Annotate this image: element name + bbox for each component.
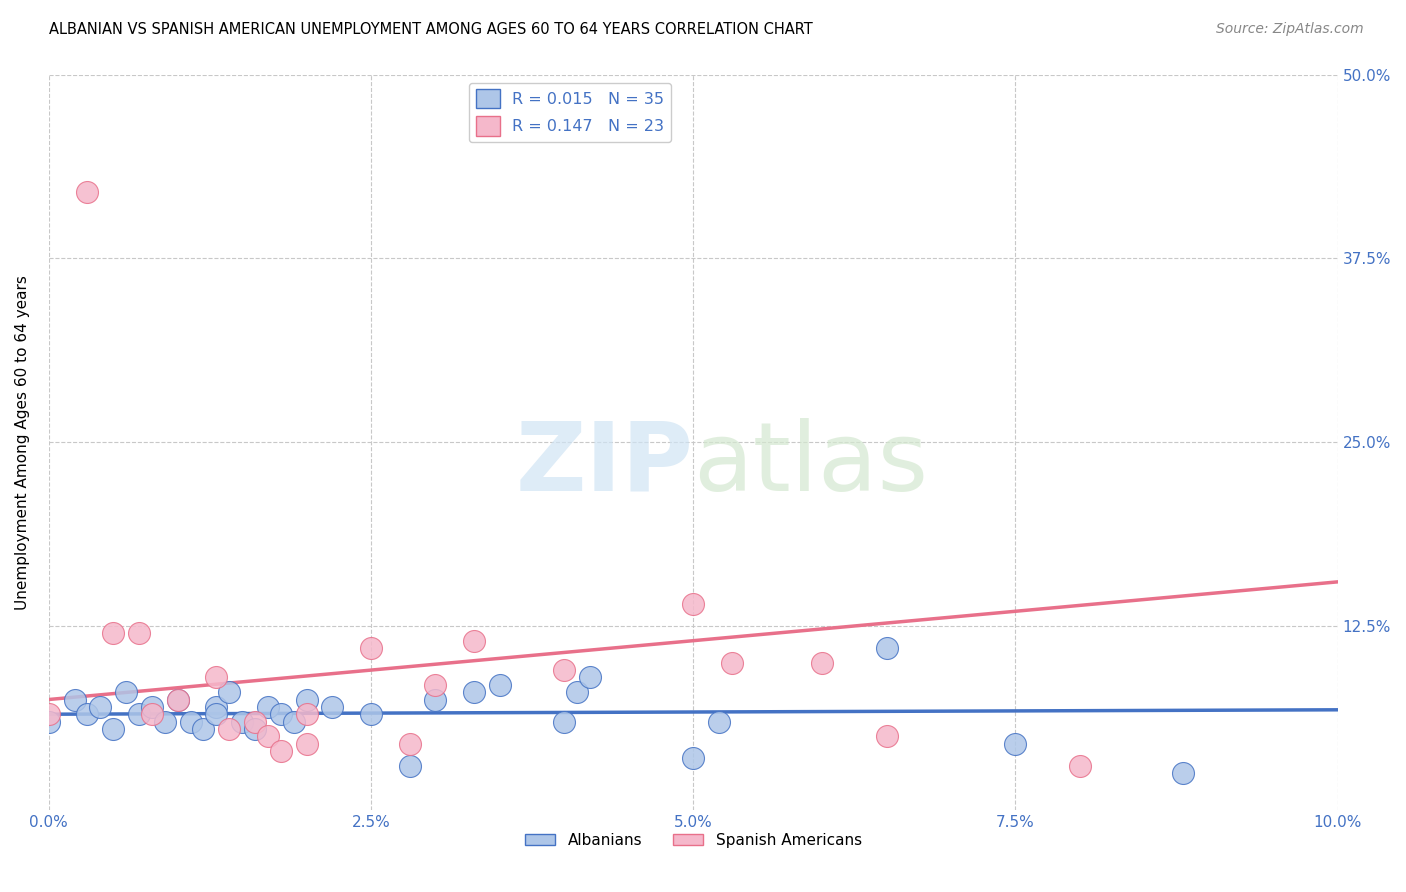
Point — [243, 714, 266, 729]
Point — [193, 722, 215, 736]
Legend: Albanians, Spanish Americans: Albanians, Spanish Americans — [519, 826, 868, 854]
Point — [463, 685, 485, 699]
Point — [76, 185, 98, 199]
Point — [721, 656, 744, 670]
Point — [166, 692, 188, 706]
Point — [425, 678, 447, 692]
Point — [682, 597, 704, 611]
Point — [231, 714, 253, 729]
Point — [180, 714, 202, 729]
Point — [553, 663, 575, 677]
Point — [128, 626, 150, 640]
Point — [89, 699, 111, 714]
Point — [398, 737, 420, 751]
Point — [205, 699, 228, 714]
Point — [682, 751, 704, 765]
Point — [115, 685, 138, 699]
Point — [128, 707, 150, 722]
Point — [166, 692, 188, 706]
Point — [270, 707, 292, 722]
Point — [218, 722, 240, 736]
Point — [1171, 766, 1194, 780]
Point — [425, 692, 447, 706]
Point — [141, 699, 163, 714]
Text: Source: ZipAtlas.com: Source: ZipAtlas.com — [1216, 22, 1364, 37]
Point — [579, 670, 602, 684]
Point — [63, 692, 86, 706]
Text: ALBANIAN VS SPANISH AMERICAN UNEMPLOYMENT AMONG AGES 60 TO 64 YEARS CORRELATION : ALBANIAN VS SPANISH AMERICAN UNEMPLOYMEN… — [49, 22, 813, 37]
Point — [707, 714, 730, 729]
Point — [257, 699, 280, 714]
Point — [360, 707, 382, 722]
Point — [76, 707, 98, 722]
Point — [463, 633, 485, 648]
Point — [103, 722, 125, 736]
Point — [360, 641, 382, 656]
Point — [243, 722, 266, 736]
Point — [1004, 737, 1026, 751]
Point — [270, 744, 292, 758]
Point — [553, 714, 575, 729]
Point — [218, 685, 240, 699]
Point — [295, 707, 318, 722]
Point — [811, 656, 834, 670]
Point — [141, 707, 163, 722]
Y-axis label: Unemployment Among Ages 60 to 64 years: Unemployment Among Ages 60 to 64 years — [15, 275, 30, 609]
Point — [876, 641, 898, 656]
Point — [283, 714, 305, 729]
Point — [295, 692, 318, 706]
Point — [876, 729, 898, 743]
Point — [38, 707, 60, 722]
Point — [205, 707, 228, 722]
Point — [103, 626, 125, 640]
Point — [567, 685, 589, 699]
Point — [38, 714, 60, 729]
Point — [205, 670, 228, 684]
Point — [295, 737, 318, 751]
Point — [153, 714, 176, 729]
Point — [1069, 758, 1091, 772]
Point — [398, 758, 420, 772]
Text: ZIP: ZIP — [516, 417, 693, 511]
Text: atlas: atlas — [693, 417, 928, 511]
Point — [257, 729, 280, 743]
Point — [321, 699, 343, 714]
Point — [489, 678, 512, 692]
